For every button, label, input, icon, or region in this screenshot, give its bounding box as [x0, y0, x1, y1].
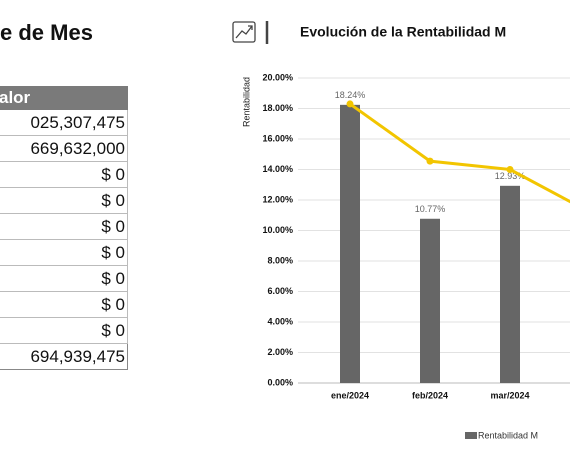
y-tick-label: 8.00% [267, 255, 293, 265]
y-tick-label: 10.00% [262, 225, 293, 235]
legend-label: Rentabilidad M [478, 430, 538, 440]
y-tick-label: 20.00% [262, 72, 293, 82]
y-tick-label: 6.00% [267, 286, 293, 296]
table-cell: 694,939,475 [0, 343, 128, 370]
bar [420, 218, 440, 383]
line-point [346, 100, 354, 108]
chart-icon [232, 21, 269, 44]
table-row: 694,939,475 [0, 343, 128, 370]
y-tick-label: 14.00% [262, 164, 293, 174]
table-cell: $ 0 [0, 317, 128, 344]
data-label: 18.24% [335, 90, 366, 100]
data-label: 12.93% [495, 171, 526, 181]
table-row: $ 0 [0, 213, 128, 240]
x-tick-label: feb/2024 [412, 390, 448, 400]
table-row: $ 0 [0, 161, 128, 188]
table-row: $ 0 [0, 291, 128, 318]
legend-swatch [465, 432, 477, 439]
table-cell: $ 0 [0, 187, 128, 214]
bar [500, 185, 520, 383]
table-cell: $ 0 [0, 213, 128, 240]
line-point [426, 157, 434, 165]
table-cell: $ 0 [0, 265, 128, 292]
bar [340, 104, 360, 383]
y-tick-label: 12.00% [262, 194, 293, 204]
table-row: $ 0 [0, 265, 128, 292]
data-label: 10.77% [415, 204, 446, 214]
table-cell: $ 0 [0, 161, 128, 188]
x-tick-label: mar/2024 [490, 390, 529, 400]
chart-title: Evolución de la Rentabilidad M [300, 24, 506, 40]
table-row: 669,632,000 [0, 135, 128, 162]
table: alor 025,307,475 669,632,000 $ 0 $ 0 $ 0 $ 0 $… [0, 86, 128, 370]
y-tick-label: 4.00% [267, 316, 293, 326]
x-tick-label: ene/2024 [331, 390, 369, 400]
table-cell: $ 0 [0, 291, 128, 318]
y-tick-label: 16.00% [262, 133, 293, 143]
line [349, 102, 570, 204]
line-point [506, 166, 514, 173]
table-row: $ 0 [0, 187, 128, 214]
table-row: $ 0 [0, 317, 128, 344]
y-tick-label: 2.00% [267, 347, 293, 357]
table-title: e de Mes [0, 20, 93, 45]
table-cell: 669,632,000 [0, 135, 128, 162]
y-axis-label: Rentabilidad [241, 77, 251, 127]
y-tick-label: 0.00% [267, 377, 293, 387]
y-tick-label: 18.00% [262, 103, 293, 113]
